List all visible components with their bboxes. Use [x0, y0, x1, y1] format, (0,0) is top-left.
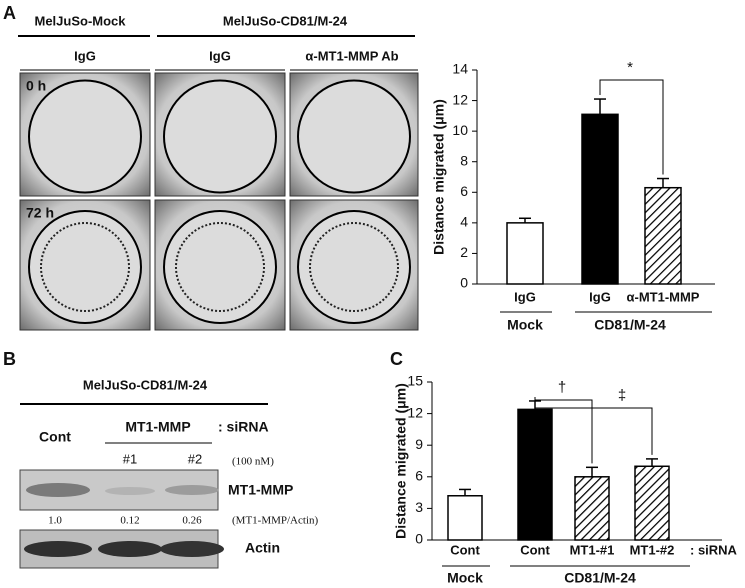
group-label: Mock [507, 317, 543, 333]
blot-label: MT1-MMP [228, 482, 293, 498]
band [105, 487, 155, 495]
wound-edge [297, 79, 411, 194]
band [98, 541, 162, 557]
column-label: α-MT1-MMP Ab [305, 48, 398, 63]
group-label: CD81/M-24 [564, 570, 636, 586]
x-tick-label: Cont [520, 542, 550, 557]
x-suffix: : siRNA [690, 542, 738, 557]
header: MelJuSo-CD81/M-24 [223, 13, 348, 28]
group-label: CD81/M-24 [594, 317, 666, 333]
row-label: 72 h [26, 205, 54, 221]
row-label: 0 h [26, 78, 46, 94]
significance-bracket [534, 396, 653, 455]
y-tick-label: 6 [460, 183, 468, 199]
panel-letter: B [3, 349, 16, 369]
wound-edge [297, 210, 411, 324]
ratio-label: (MT1-MMP/Actin) [232, 515, 319, 527]
bar [506, 222, 544, 285]
x-tick-label: MT1-#2 [630, 542, 675, 557]
column-label: IgG [74, 48, 96, 63]
dose: (100 nM) [232, 456, 274, 468]
bar [574, 476, 610, 541]
x-tick-label: MT1-#1 [570, 542, 615, 557]
ratio: 1.0 [48, 515, 62, 527]
lane-label: #2 [188, 451, 202, 466]
x-tick-label: α-MT1-MMP [627, 289, 700, 304]
y-tick-label: 3 [415, 499, 423, 515]
significance-bracket [599, 79, 664, 175]
y-axis-label: Distance migrated (μm) [431, 99, 447, 255]
y-tick-label: 8 [460, 152, 468, 168]
y-tick-label: 12 [452, 91, 468, 107]
significance-mark: † [558, 379, 566, 396]
y-tick-label: 0 [460, 275, 468, 291]
migration-front [175, 222, 265, 312]
band [26, 483, 90, 497]
wound-edge [163, 79, 277, 194]
bar [447, 495, 483, 541]
band [160, 541, 224, 557]
significance-mark: * [627, 59, 633, 76]
y-tick-label: 10 [452, 122, 468, 138]
wound-edge [28, 210, 142, 324]
y-tick-label: 9 [415, 436, 423, 452]
bar [634, 465, 670, 541]
significance-mark: ‡ [618, 387, 626, 404]
panel-letter: A [3, 3, 16, 23]
lane-label: Cont [39, 429, 71, 445]
y-tick-label: 0 [415, 531, 423, 547]
x-tick-label: IgG [589, 289, 611, 304]
wound-edge [163, 210, 277, 324]
bar [644, 186, 682, 285]
group-label: Mock [447, 570, 483, 586]
y-tick-label: 4 [460, 214, 468, 230]
band [165, 485, 219, 495]
header: MelJuSo-Mock [34, 13, 126, 28]
y-tick-label: 6 [415, 468, 423, 484]
x-tick-label: IgG [514, 289, 536, 304]
y-tick-label: 14 [452, 61, 468, 77]
y-tick-label: 2 [460, 244, 468, 260]
blot-label: Actin [245, 540, 280, 556]
y-tick-label: 12 [407, 404, 423, 420]
sirna-label: : siRNA [218, 419, 269, 435]
header: MelJuSo-CD81/M-24 [83, 377, 208, 392]
y-tick-label: 15 [407, 373, 423, 389]
panel-letter: C [390, 349, 403, 369]
column-label: IgG [209, 48, 231, 63]
lane-group: MT1-MMP [125, 419, 190, 435]
wound-edge [28, 79, 142, 194]
x-tick-label: Cont [450, 542, 480, 557]
lane-label: #1 [123, 451, 137, 466]
migration-front [40, 222, 130, 312]
ratio: 0.12 [120, 515, 139, 527]
ratio: 0.26 [182, 515, 202, 527]
migration-front [309, 222, 399, 312]
y-axis-label: Distance migrated (μm) [393, 383, 409, 539]
bar [581, 113, 619, 285]
band [24, 541, 92, 557]
micrographs [19, 72, 419, 331]
bar [517, 408, 553, 541]
